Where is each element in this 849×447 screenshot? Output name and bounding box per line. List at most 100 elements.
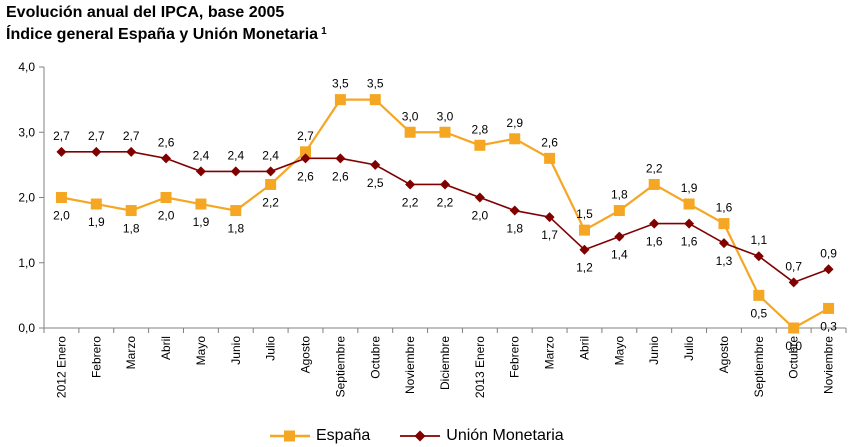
point-espana (578, 224, 590, 236)
point-union-monetaria (649, 218, 660, 229)
x-tick-label: Febrero (89, 336, 103, 378)
data-label-espana: 2,9 (506, 116, 523, 130)
data-label-union-monetaria: 1,7 (541, 228, 558, 242)
legend: España Unión Monetaria (270, 426, 594, 446)
subtitle-footnote: 1 (321, 26, 327, 37)
data-label-espana: 3,0 (402, 109, 419, 123)
point-union-monetaria (474, 192, 485, 203)
y-tick-label: 3,0 (18, 125, 35, 139)
x-tick-label: Mayo (612, 336, 626, 366)
title-block: Evolución anual del IPCA, base 2005 Índi… (6, 2, 327, 46)
point-espana (788, 322, 800, 334)
point-espana (55, 192, 67, 203)
x-tick-label: Octubre (368, 336, 382, 379)
x-tick-label: Abril (577, 336, 591, 360)
point-union-monetaria (126, 146, 137, 157)
point-espana (613, 205, 625, 217)
x-tick-label: Julio (264, 336, 278, 361)
data-label-espana: 1,8 (123, 222, 140, 236)
point-espana (90, 198, 102, 210)
data-label-union-monetaria: 2,2 (402, 195, 419, 209)
point-union-monetaria (265, 166, 276, 177)
legend-label-union-monetaria: Unión Monetaria (446, 427, 564, 444)
data-label-espana: 1,5 (576, 207, 593, 221)
data-label-espana: 1,8 (227, 222, 244, 236)
data-label-espana: 3,0 (437, 109, 454, 123)
y-tick-label: 2,0 (18, 191, 35, 205)
point-union-monetaria (614, 231, 625, 242)
x-tick-label: Octubre (787, 336, 801, 379)
point-union-monetaria (370, 159, 381, 170)
data-label-union-monetaria: 1,6 (681, 235, 698, 249)
x-tick-label: Diciembre (438, 336, 452, 390)
point-espana (265, 178, 277, 190)
data-label-espana: 3,5 (332, 77, 349, 91)
data-label-union-monetaria: 2,7 (53, 129, 70, 143)
y-tick-label: 1,0 (18, 256, 35, 270)
chart-subtitle: Índice general España y Unión Monetaria (6, 26, 319, 43)
point-union-monetaria (440, 179, 450, 190)
data-label-espana: 2,0 (53, 209, 70, 223)
legend-swatch-espana (270, 430, 310, 442)
point-union-monetaria (753, 251, 764, 262)
point-union-monetaria (335, 153, 346, 164)
data-label-union-monetaria: 0,7 (785, 259, 802, 273)
point-union-monetaria (788, 277, 799, 288)
data-label-union-monetaria: 1,1 (750, 233, 767, 247)
data-label-espana: 1,9 (88, 215, 105, 229)
point-espana (404, 126, 416, 138)
x-tick-label: Abril (159, 336, 173, 360)
y-tick-label: 0,0 (18, 321, 35, 335)
data-label-union-monetaria: 2,0 (472, 209, 489, 223)
x-tick-label: Agosto (299, 336, 313, 374)
x-tick-label: Mayo (194, 336, 208, 366)
x-tick-label: Marzo (124, 336, 138, 370)
point-espana (125, 205, 137, 217)
data-label-espana: 2,2 (262, 195, 279, 209)
data-label-espana: 2,6 (541, 135, 558, 149)
point-espana (195, 198, 207, 210)
data-label-union-monetaria: 2,7 (88, 129, 105, 143)
point-union-monetaria (823, 264, 834, 275)
x-tick-label: Febrero (508, 336, 522, 378)
data-label-espana: 1,6 (716, 201, 733, 215)
data-label-union-monetaria: 2,5 (367, 176, 384, 190)
data-label-union-monetaria: 2,6 (297, 169, 314, 183)
data-label-union-monetaria: 2,6 (332, 169, 349, 183)
x-tick-label: Julio (682, 336, 696, 361)
point-espana (509, 133, 521, 145)
point-espana (369, 94, 381, 106)
point-espana (683, 198, 695, 210)
point-union-monetaria (718, 238, 729, 249)
point-espana (718, 218, 730, 230)
data-label-espana: 2,7 (297, 129, 314, 143)
point-espana (544, 152, 556, 164)
data-label-union-monetaria: 1,4 (611, 248, 628, 262)
legend-item-espana: España (270, 427, 370, 445)
data-label-espana: 1,9 (193, 215, 210, 229)
point-espana (439, 126, 451, 138)
x-tick-label: Marzo (543, 336, 557, 370)
point-union-monetaria (684, 218, 695, 229)
point-espana (334, 94, 346, 106)
point-union-monetaria (195, 166, 206, 177)
data-label-espana: 3,5 (367, 77, 384, 91)
x-tick-label: 2013 Enero (473, 336, 487, 398)
data-label-union-monetaria: 0,9 (820, 246, 837, 260)
data-label-union-monetaria: 2,6 (158, 135, 175, 149)
data-label-espana: 1,8 (611, 188, 628, 202)
point-espana (230, 205, 242, 217)
chart-subtitle-line: Índice general España y Unión Monetaria 1 (6, 24, 327, 46)
x-tick-label: Septiembre (752, 336, 766, 398)
data-label-union-monetaria: 1,6 (646, 235, 663, 249)
point-espana (160, 192, 172, 203)
point-union-monetaria (161, 153, 172, 164)
point-union-monetaria (91, 146, 102, 157)
point-union-monetaria (544, 212, 555, 223)
point-union-monetaria (579, 244, 590, 255)
point-union-monetaria (509, 205, 520, 216)
point-union-monetaria (56, 146, 67, 157)
legend-swatch-union-monetaria (400, 430, 441, 442)
data-label-espana: 0,3 (820, 319, 837, 333)
